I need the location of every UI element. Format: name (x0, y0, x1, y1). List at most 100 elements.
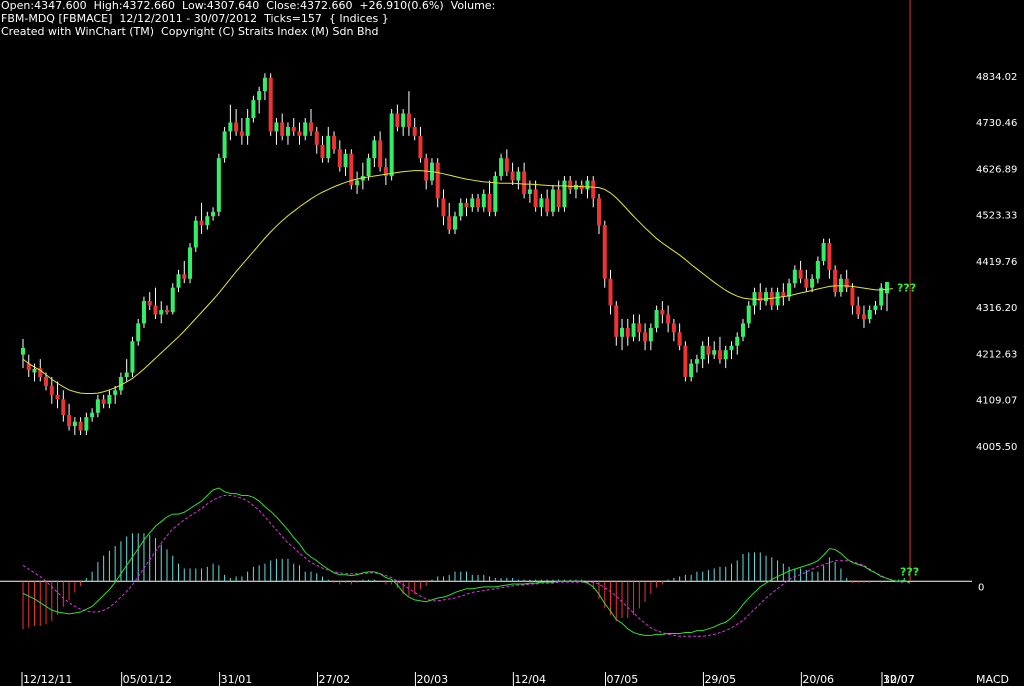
candle-body (735, 336, 740, 346)
date-tick-label: 30/07 (883, 673, 915, 686)
price-tick-label: 4523.33 (976, 211, 1017, 222)
candle (32, 363, 37, 382)
candle-body (136, 323, 141, 342)
quote-summary-line: Open:4347.600 High:4372.660 Low:4307.640… (1, 0, 496, 12)
candle-body (406, 113, 411, 127)
date-tick-label: 31/01 (221, 673, 253, 686)
macd-indicator-label: MACD (976, 673, 1009, 686)
candle-body (326, 135, 331, 159)
candle (654, 305, 659, 333)
candle (660, 301, 665, 324)
date-tick-label: 20/06 (802, 673, 834, 686)
candle (401, 109, 406, 136)
price-axis: 4834.02 4730.46 4626.89 4523.33 4419.76 4316.… (976, 72, 1017, 453)
candle (804, 269, 809, 293)
candle (562, 176, 567, 212)
candle (285, 122, 290, 145)
candle (821, 238, 826, 266)
candle (833, 265, 838, 297)
candle (545, 189, 550, 217)
candle-body (337, 149, 342, 168)
candle-body (873, 305, 878, 311)
price-tick-label: 4419.76 (976, 257, 1017, 268)
candle-body (493, 176, 498, 212)
candle (470, 193, 475, 212)
candle (239, 117, 244, 145)
candle-body (746, 305, 751, 324)
candle-body (285, 126, 290, 136)
candle-body (291, 126, 296, 132)
candle-body (522, 171, 527, 194)
candle (752, 287, 757, 315)
candle-body (234, 122, 239, 132)
candle-body (504, 158, 509, 172)
candle (188, 243, 193, 284)
date-tick-label: 12/04 (514, 673, 546, 686)
candle-body (49, 385, 54, 395)
candle (297, 122, 302, 145)
candle-body (164, 310, 170, 313)
candle (620, 318, 625, 351)
candle (366, 153, 371, 181)
candle-body (389, 113, 394, 177)
candle-body (72, 421, 77, 427)
price-tick-label: 4834.02 (976, 72, 1017, 83)
candle (216, 153, 221, 217)
candle (729, 341, 734, 360)
candle-body (631, 323, 636, 337)
candle (234, 109, 239, 136)
candle (666, 305, 671, 333)
candle-body (95, 399, 100, 413)
candle (671, 318, 676, 342)
candle-body (781, 292, 786, 297)
candle-body (648, 327, 653, 342)
candle-body (130, 341, 135, 373)
candle (205, 211, 210, 230)
candle-body (556, 189, 561, 208)
candle (648, 323, 653, 351)
candle (441, 189, 446, 226)
candle-body (55, 394, 60, 400)
candle (274, 117, 279, 145)
date-tick-label: 29/05 (704, 673, 736, 686)
candle (689, 359, 694, 382)
candle (176, 269, 181, 293)
price-tick-label: 4212.63 (976, 350, 1017, 361)
candle-body (332, 135, 337, 150)
candle (700, 341, 705, 369)
candle-body (193, 220, 198, 248)
candle-body (476, 198, 481, 208)
macd-unknown-label: ??? (900, 565, 919, 578)
candle-body (435, 162, 440, 199)
candle-body (38, 368, 43, 378)
candle-body (343, 153, 348, 168)
candle-body (620, 327, 625, 337)
candle-body (141, 301, 146, 324)
candle-body (810, 278, 815, 288)
candle-body (729, 345, 734, 351)
candle (141, 296, 146, 328)
price-candles (20, 73, 890, 436)
candle-body (262, 77, 267, 92)
candle-body (314, 131, 319, 145)
candle (856, 296, 861, 319)
copyright-line: Created with WinChart (TM) Copyright (C)… (1, 25, 379, 38)
candle (395, 104, 400, 132)
candle (533, 180, 538, 212)
candle (360, 162, 365, 190)
candle-body (740, 323, 746, 337)
candle (481, 189, 486, 212)
candle (550, 184, 555, 217)
candle (320, 135, 325, 163)
candle-body (274, 122, 279, 132)
candle (694, 354, 699, 373)
candle-body (568, 180, 573, 190)
candle (372, 135, 377, 168)
candle-body (84, 417, 89, 431)
candle-body (798, 269, 803, 279)
candle (130, 336, 135, 378)
candle (303, 117, 308, 141)
candle-body (320, 144, 325, 159)
candle (827, 238, 832, 279)
